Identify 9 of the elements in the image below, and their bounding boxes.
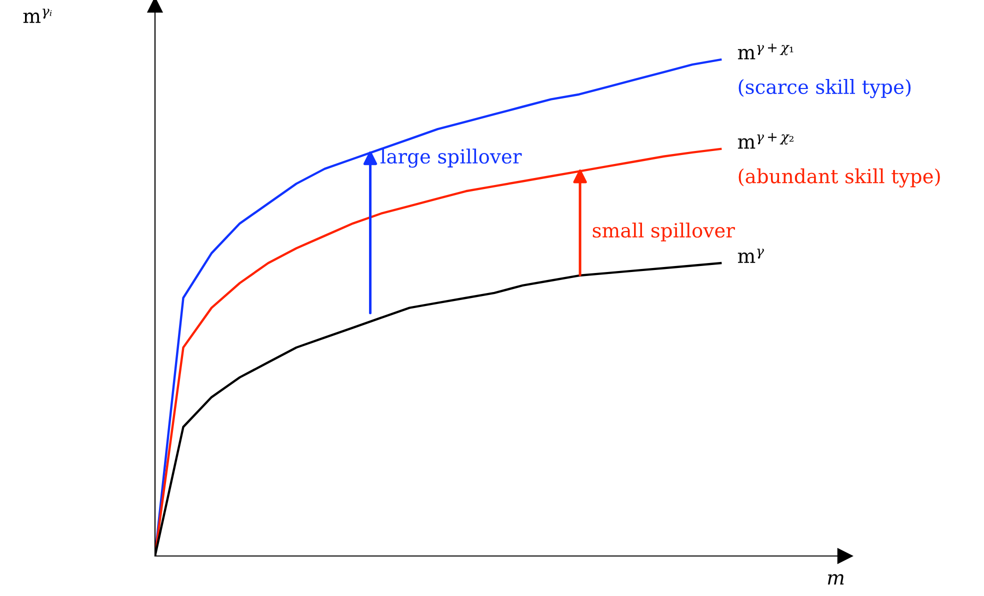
y-axis-title: m$^{γᵢ}$ <box>23 8 52 23</box>
series-label: m$^{γ}$ <box>738 248 764 263</box>
text: (scarce skill type) <box>738 79 911 98</box>
annotation: small spillover <box>592 222 735 242</box>
series-label: m$^{γ+χ₁}$ <box>738 44 794 60</box>
annotation: large spillover <box>380 148 522 168</box>
series-label: m$^{γ+χ₂}$ <box>738 133 794 149</box>
text: (abundant skill type) <box>738 168 940 188</box>
x-axis-title: m <box>828 574 844 585</box>
